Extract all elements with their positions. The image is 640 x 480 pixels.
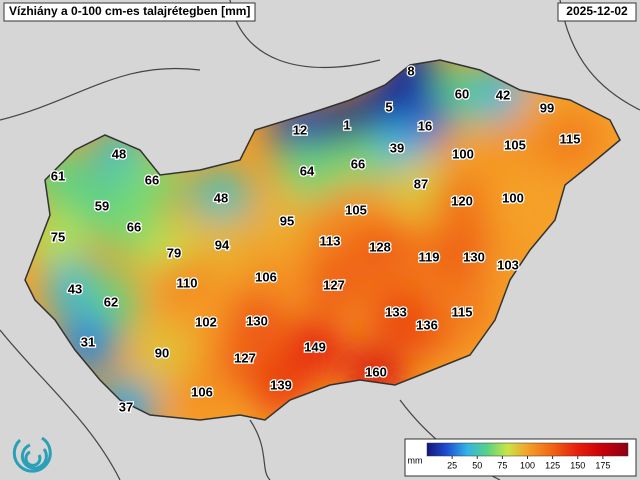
- station-value: 136: [416, 317, 438, 332]
- station-value: 66: [145, 172, 159, 187]
- station-value: 5: [385, 99, 392, 114]
- station-value: 130: [463, 249, 485, 264]
- station-value: 115: [452, 304, 473, 319]
- station-value: 133: [385, 304, 407, 319]
- value-field: [350, 218, 410, 278]
- date-box: [557, 2, 637, 22]
- value-field: [300, 212, 360, 272]
- station-value: 127: [234, 350, 256, 365]
- station-value: 160: [365, 364, 387, 379]
- station-value: 60: [455, 86, 469, 101]
- value-field: [399, 228, 459, 288]
- station-value: 100: [452, 146, 474, 161]
- colorbar-tick-label: 125: [545, 460, 560, 470]
- map-field: [25, 60, 620, 420]
- station-value: 128: [369, 239, 391, 254]
- station-value: 66: [351, 156, 365, 171]
- colorbar-tick-label: 150: [570, 460, 585, 470]
- station-value: 105: [504, 137, 526, 152]
- colorbar-tick-label: 50: [472, 460, 482, 470]
- value-field: [485, 116, 545, 176]
- station-value: 75: [51, 229, 65, 244]
- station-value: 12: [293, 122, 307, 137]
- station-value: 43: [68, 281, 82, 296]
- station-value: 59: [95, 198, 109, 213]
- station-value: 106: [191, 384, 213, 399]
- value-field: [328, 135, 388, 195]
- value-field: [483, 169, 543, 229]
- value-field: [172, 363, 232, 420]
- station-value: 39: [390, 140, 404, 155]
- colorbar-tick-label: 175: [595, 460, 610, 470]
- value-field: [432, 283, 492, 343]
- station-value: 62: [104, 294, 118, 309]
- value-field: [433, 125, 493, 185]
- value-field: [304, 256, 364, 316]
- station-value: 119: [419, 249, 440, 264]
- station-value: 130: [246, 313, 268, 328]
- colorbar-tick-label: 25: [447, 460, 457, 470]
- station-value: 16: [418, 118, 432, 133]
- colorbar-tick-label: 75: [497, 460, 507, 470]
- station-value: 90: [155, 345, 169, 360]
- title: Vízhiány a 0-100 cm-es talajrétegben [mm…: [9, 4, 250, 18]
- station-value: 105: [345, 202, 367, 217]
- logo: [12, 436, 52, 473]
- station-value: 99: [540, 100, 554, 115]
- station-value: 8: [407, 63, 414, 78]
- station-value: 95: [280, 213, 294, 228]
- station-value: 100: [502, 190, 524, 205]
- value-field: [192, 216, 252, 276]
- value-field: [277, 142, 337, 202]
- title-box: [3, 2, 256, 22]
- station-value: 1: [343, 117, 350, 132]
- station-value: 113: [320, 233, 341, 248]
- colorbar-tick-label: 100: [520, 460, 535, 470]
- station-value: 48: [214, 190, 228, 205]
- value-field: [540, 110, 600, 170]
- station-value: 103: [497, 257, 519, 272]
- station-value: 64: [300, 163, 315, 178]
- station-value: 120: [451, 193, 473, 208]
- station-value: 127: [323, 277, 345, 292]
- colorbar: [426, 442, 629, 457]
- station-value: 66: [127, 219, 141, 234]
- station-value: 115: [560, 131, 581, 146]
- station-value: 110: [177, 275, 198, 290]
- station-value: 37: [119, 399, 133, 414]
- station-value: 102: [195, 314, 217, 329]
- value-field: [132, 324, 192, 384]
- date: 2025-12-02: [566, 4, 628, 18]
- station-value: 149: [304, 339, 326, 354]
- station-value: 94: [215, 237, 230, 252]
- colorbar-unit: mm: [408, 455, 423, 465]
- station-value: 48: [112, 146, 126, 161]
- station-value: 87: [414, 176, 428, 191]
- station-value: 139: [270, 377, 292, 392]
- value-field: [432, 172, 492, 232]
- value-field: [191, 169, 251, 229]
- value-field: [176, 293, 236, 353]
- station-value: 31: [81, 334, 95, 349]
- station-value: 79: [167, 245, 181, 260]
- station-value: 61: [51, 168, 65, 183]
- station-value: 42: [496, 87, 510, 102]
- station-value: 106: [255, 269, 277, 284]
